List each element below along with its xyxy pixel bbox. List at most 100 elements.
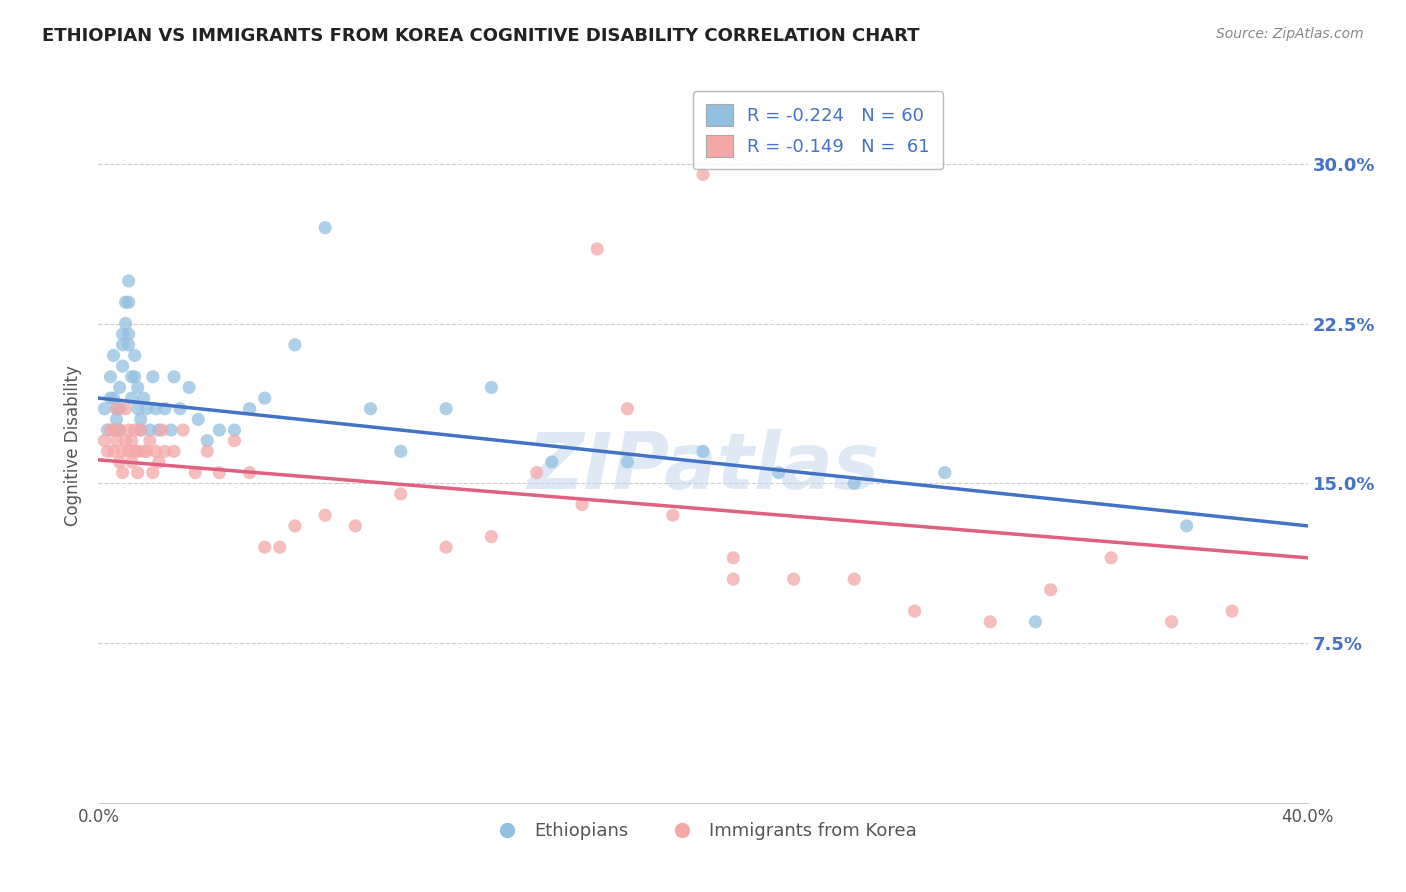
Point [179,380,201,394]
Point [481,529,503,543]
Point [768,466,790,480]
Legend: Ethiopians, Immigrants from Korea: Ethiopians, Immigrants from Korea [482,815,924,847]
Point [103,349,125,363]
Point [360,401,382,416]
Text: ETHIOPIAN VS IMMIGRANTS FROM KOREA COGNITIVE DISABILITY CORRELATION CHART: ETHIOPIAN VS IMMIGRANTS FROM KOREA COGNI… [42,27,920,45]
Point [163,444,186,458]
Point [118,327,141,342]
Point [661,508,683,523]
Point [100,423,122,437]
Point [142,466,165,480]
Point [526,466,548,480]
Point [150,423,173,437]
Point [187,412,209,426]
Point [692,168,714,182]
Point [118,338,141,352]
Point [111,444,134,458]
Point [108,455,131,469]
Point [934,466,956,480]
Point [135,444,157,458]
Point [100,391,122,405]
Point [121,391,143,405]
Point [114,434,136,448]
Point [108,380,131,394]
Point [124,423,146,437]
Point [103,423,125,437]
Point [195,444,218,458]
Point [114,295,136,310]
Point [160,423,183,437]
Point [114,317,136,331]
Point [129,412,152,426]
Point [108,401,131,416]
Point [844,572,866,586]
Point [96,444,118,458]
Point [145,444,167,458]
Point [129,423,152,437]
Point [571,498,593,512]
Point [108,423,131,437]
Point [389,487,412,501]
Point [284,338,307,352]
Point [148,455,170,469]
Point [135,401,157,416]
Point [269,540,291,554]
Point [169,401,191,416]
Point [121,455,143,469]
Point [904,604,927,618]
Point [224,434,246,448]
Point [105,401,128,416]
Point [153,444,176,458]
Point [148,423,170,437]
Point [121,369,143,384]
Point [195,434,218,448]
Point [124,444,146,458]
Point [239,401,262,416]
Point [239,466,262,480]
Point [139,423,162,437]
Point [121,434,143,448]
Point [844,476,866,491]
Point [1099,550,1122,565]
Point [314,220,336,235]
Point [1160,615,1182,629]
Point [284,519,307,533]
Point [208,423,231,437]
Point [540,455,562,469]
Point [1039,582,1062,597]
Point [253,540,276,554]
Point [111,466,134,480]
Point [1024,615,1046,629]
Point [111,338,134,352]
Text: Source: ZipAtlas.com: Source: ZipAtlas.com [1216,27,1364,41]
Point [145,401,167,416]
Point [184,466,207,480]
Text: ZIPatlas: ZIPatlas [527,429,879,506]
Point [100,369,122,384]
Point [118,274,141,288]
Point [108,423,131,437]
Point [93,434,115,448]
Point [434,540,457,554]
Point [127,466,149,480]
Point [132,391,155,405]
Point [111,359,134,373]
Point [105,412,128,426]
Point [118,423,141,437]
Point [723,550,745,565]
Point [142,369,165,384]
Point [389,444,412,458]
Point [124,369,146,384]
Point [208,466,231,480]
Point [253,391,276,405]
Point [481,380,503,394]
Point [153,401,176,416]
Point [163,369,186,384]
Point [114,401,136,416]
Point [129,423,152,437]
Point [111,327,134,342]
Point [616,455,638,469]
Point [105,434,128,448]
Point [1220,604,1243,618]
Point [127,380,149,394]
